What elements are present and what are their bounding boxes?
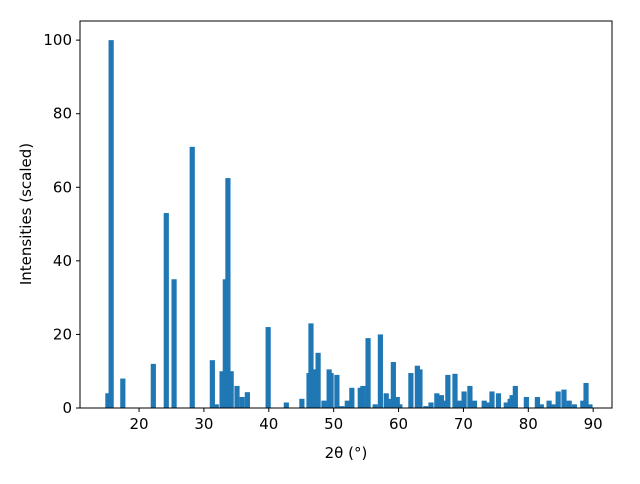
x-tick-label: 30 bbox=[194, 415, 213, 433]
bar bbox=[372, 404, 378, 408]
bar bbox=[561, 389, 567, 408]
bar bbox=[283, 402, 289, 408]
bar bbox=[587, 404, 593, 408]
x-tick-label: 40 bbox=[259, 415, 278, 433]
bar bbox=[225, 178, 231, 408]
bar bbox=[365, 338, 371, 408]
bar bbox=[311, 369, 317, 408]
bar bbox=[523, 396, 529, 408]
bar bbox=[239, 396, 245, 408]
bar bbox=[344, 400, 350, 408]
bar bbox=[441, 400, 447, 408]
bar bbox=[360, 385, 366, 408]
bar bbox=[489, 391, 495, 408]
bar bbox=[171, 279, 177, 408]
bar bbox=[434, 393, 440, 408]
bar bbox=[163, 213, 169, 408]
bar bbox=[150, 363, 156, 408]
y-tick-label: 20 bbox=[53, 325, 72, 343]
bar bbox=[228, 371, 234, 408]
bar bbox=[321, 400, 327, 408]
bar bbox=[495, 393, 502, 408]
bar bbox=[105, 393, 111, 408]
bar bbox=[334, 374, 340, 408]
x-tick-label: 90 bbox=[584, 415, 603, 433]
y-axis-label: Intensities (scaled) bbox=[17, 143, 35, 285]
bar bbox=[349, 387, 355, 408]
bar bbox=[339, 406, 345, 408]
bar bbox=[219, 371, 225, 408]
bar bbox=[461, 391, 467, 408]
bar bbox=[390, 362, 396, 408]
bar bbox=[394, 396, 400, 408]
y-tick-label: 80 bbox=[53, 105, 72, 123]
bar bbox=[397, 404, 403, 408]
bar bbox=[445, 374, 451, 408]
x-axis-label: 2θ (°) bbox=[325, 444, 368, 462]
x-tick-label: 20 bbox=[129, 415, 148, 433]
y-tick-label: 60 bbox=[53, 178, 72, 196]
bar bbox=[467, 385, 473, 408]
bar bbox=[583, 382, 589, 408]
bar bbox=[234, 385, 240, 408]
bar bbox=[484, 402, 491, 408]
x-tick-label: 70 bbox=[454, 415, 473, 433]
x-tick-label: 60 bbox=[389, 415, 408, 433]
y-tick-label: 40 bbox=[53, 252, 72, 270]
bar bbox=[108, 40, 114, 409]
bar bbox=[481, 400, 487, 408]
bar bbox=[315, 352, 321, 408]
bar bbox=[538, 404, 544, 408]
bar bbox=[189, 146, 195, 409]
bar bbox=[512, 385, 518, 408]
bar bbox=[213, 404, 219, 408]
bar bbox=[265, 327, 271, 408]
y-tick-label: 100 bbox=[43, 31, 72, 49]
bar bbox=[580, 400, 586, 408]
plot-frame bbox=[79, 20, 613, 409]
bar bbox=[550, 404, 556, 408]
bar bbox=[456, 400, 462, 408]
bar bbox=[509, 395, 515, 408]
bar bbox=[383, 393, 389, 408]
x-tick-label: 50 bbox=[324, 415, 343, 433]
bar bbox=[423, 406, 429, 408]
bar bbox=[546, 400, 552, 408]
bar bbox=[555, 391, 561, 408]
bar bbox=[244, 392, 250, 408]
bar bbox=[534, 396, 540, 408]
bar bbox=[377, 334, 383, 408]
bar bbox=[452, 373, 458, 408]
bar bbox=[428, 402, 434, 408]
bar bbox=[503, 402, 509, 408]
bar bbox=[387, 398, 393, 408]
x-tick-label: 80 bbox=[519, 415, 538, 433]
bar bbox=[417, 369, 423, 408]
y-tick-label: 0 bbox=[62, 399, 72, 417]
bar bbox=[471, 400, 478, 408]
bar bbox=[566, 400, 572, 408]
bar bbox=[308, 323, 314, 408]
bar bbox=[408, 373, 414, 408]
bar bbox=[571, 404, 577, 408]
bar bbox=[120, 378, 126, 408]
bar bbox=[209, 360, 215, 408]
bar bbox=[299, 398, 305, 408]
bar bbox=[328, 373, 334, 408]
